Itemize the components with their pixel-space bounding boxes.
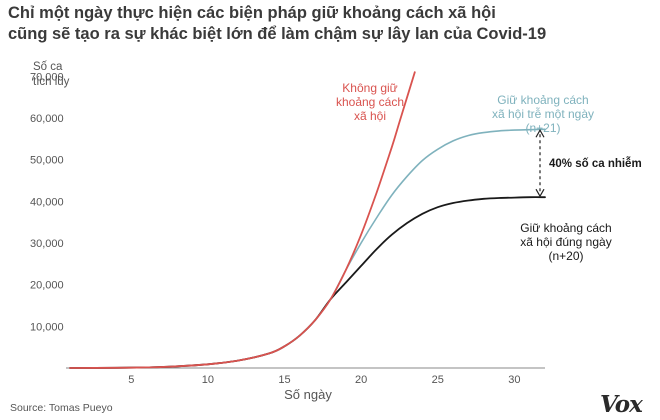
x-tick-label: 30 [508,374,520,386]
x-tick-label: 25 [432,374,444,386]
x-tick-label: 20 [355,374,367,386]
x-axis-title: Số ngày [284,387,332,402]
label-on-time-distancing-line-2: xã hội đúng ngày [520,235,611,249]
label-on-time-distancing-line-3: (n+20) [548,249,583,263]
y-axis-title-line-1: Số ca [33,61,63,73]
y-tick-label: 70,000 [30,71,64,83]
label-late-distancing-line-2: xã hội trễ một ngày [492,106,594,121]
series-line-no-distancing [69,71,416,369]
x-tick-label: 5 [128,374,134,386]
x-tick-label: 15 [278,374,290,386]
x-tick-label: 10 [202,374,214,386]
annotation-arrow-head-bottom [535,188,545,198]
vox-logo: Vox [600,391,643,418]
label-no-distancing-line-1: Không giữ [342,81,397,95]
chart-title: Chỉ một ngày thực hiện các biện pháp giữ… [8,3,654,45]
y-tick-label: 10,000 [30,321,64,333]
title-line-2: cũng sẽ tạo ra sự khác biệt lớn để làm c… [8,25,547,43]
label-no-distancing-line-3: xã hội [354,109,386,123]
label-late-distancing-line-1: Giữ khoảng cách [497,93,588,107]
y-tick-label: 30,000 [30,238,64,250]
y-tick-label: 40,000 [30,196,64,208]
series-line-late-distancing [69,128,546,369]
title-line-1: Chỉ một ngày thực hiện các biện pháp giữ… [8,4,496,22]
annotation-label: 40% số ca nhiễm [549,157,642,170]
y-tick-label: 50,000 [30,155,64,167]
annotation-arrow-head-top [535,129,545,138]
label-no-distancing-line-2: khoảng cách [336,95,404,109]
label-late-distancing-line-3: (n+21) [525,121,560,135]
series-line-on-time-distancing [69,196,546,369]
source-note: Source: Tomas Pueyo [10,402,113,414]
y-tick-label: 60,000 [30,113,64,125]
label-on-time-distancing-line-1: Giữ khoảng cách [520,221,611,235]
y-axis-title-line-2: tích lũy [33,76,70,88]
y-tick-label: 20,000 [30,280,64,292]
